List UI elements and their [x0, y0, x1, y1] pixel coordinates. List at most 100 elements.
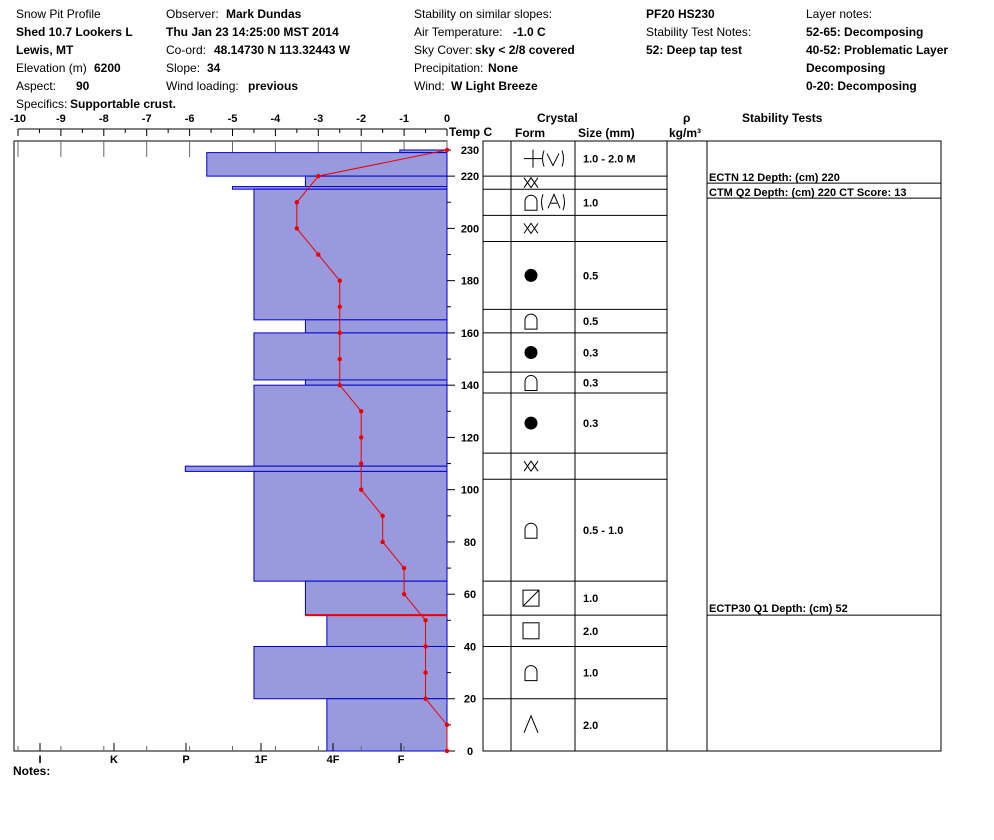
temperature-point [359, 487, 364, 492]
hardness-tick-label: F [398, 754, 405, 766]
temperature-point [337, 304, 342, 309]
height-tick-label: 200 [461, 223, 479, 235]
stability-test-1: ECTN 12 Depth: (cm) 220 [709, 172, 840, 184]
temp-tick-label: -4 [271, 113, 282, 125]
observer-value: Mark Dundas [226, 7, 302, 21]
temperature-point [337, 330, 342, 336]
hardness-layer [253, 188, 448, 321]
temp-tick-label: 0 [444, 113, 450, 125]
size-column-header: Size (mm) [578, 126, 635, 140]
hardness-tick-label: 4F [327, 754, 340, 766]
height-tick-label: 140 [461, 380, 479, 392]
hardness-layer [253, 645, 448, 700]
temperature-point [380, 539, 385, 545]
hardness-layer [326, 614, 448, 647]
specifics-label: Specifics: [16, 97, 68, 111]
rho-column-header: ρ [683, 111, 691, 125]
hardness-layer [304, 580, 448, 616]
sky-value: sky < 2/8 covered [475, 43, 575, 57]
precip-value: None [488, 61, 518, 75]
crystal-size: 0.3 [583, 418, 598, 430]
height-tick-label: 230 [461, 145, 479, 157]
location-name: Shed 10.7 Lookers L [16, 25, 133, 39]
temperature-point [444, 722, 450, 728]
crystal-size: 0.5 [583, 316, 598, 328]
wind-label: Wind: [414, 79, 445, 93]
temperature-point [401, 592, 407, 597]
faceted-crystals-icon [524, 375, 538, 392]
notes-label: Notes: [13, 764, 51, 778]
rounded-grains-icon [524, 416, 538, 430]
specifics-value: Supportable crust. [70, 97, 177, 111]
hardness-tick-label: K [110, 754, 118, 766]
temp-tick-label: -9 [56, 113, 66, 125]
temperature-point [316, 252, 321, 257]
temp-tick-label: -6 [185, 113, 195, 125]
density-unit-header: kg/m³ [669, 126, 702, 140]
crystal-size: 1.0 [583, 197, 598, 209]
temperature-point [380, 513, 385, 519]
faceted-crystals-icon [524, 194, 538, 211]
hardness-tick-label: I [38, 754, 41, 766]
height-tick-label: 180 [461, 276, 479, 288]
temperature-point [337, 382, 342, 388]
hardness-layer [206, 152, 448, 177]
temp-tick-label: -5 [228, 113, 238, 125]
temperature-profile-line [296, 149, 448, 751]
surface-hoar-icon [523, 176, 539, 189]
stability-note-1: 52: Deep tap test [646, 43, 743, 57]
temp-tick-label: -2 [356, 113, 366, 125]
temp-tick-label: -7 [142, 113, 152, 125]
precip-label: Precipitation: [414, 61, 484, 75]
crystal-size: 1.0 - 2.0 M [583, 154, 636, 166]
page-title: Snow Pit Profile [16, 7, 101, 21]
layer-note-4: 0-20: Decomposing [806, 79, 917, 93]
crystal-size: 2.0 [583, 626, 598, 638]
hardness-layer [326, 698, 448, 752]
sky-label: Sky Cover: [414, 43, 473, 57]
precipitation-particles-icon [524, 149, 542, 168]
wind-loading-value: previous [248, 79, 299, 93]
height-tick-label: 20 [464, 694, 476, 706]
rounding-faceted-icon-diagonal [522, 589, 540, 607]
height-tick-label: 40 [464, 641, 476, 653]
temperature-point [401, 565, 407, 571]
wind-value: W Light Breeze [451, 79, 538, 93]
stability-notes-label: Stability Test Notes: [646, 25, 752, 39]
hardness-tick-label: 1F [255, 754, 268, 766]
solid-faceted-icon [522, 622, 540, 640]
temperature-point [359, 435, 364, 440]
decomposing-fragments-icon [542, 150, 564, 167]
air-temp-value: -1.0 C [513, 25, 546, 39]
temperature-point [316, 173, 321, 179]
temperature-point [423, 644, 428, 649]
surface-hoar-icon [523, 460, 539, 473]
crystal-column-header: Crystal [537, 111, 578, 125]
temperature-point [423, 696, 428, 701]
crystal-size: 1.0 [583, 593, 598, 605]
depth-hoar-icon [523, 714, 539, 734]
height-tick-label: 0 [467, 746, 473, 758]
temperature-point [444, 748, 450, 754]
height-tick-label: 80 [464, 537, 476, 549]
temp-tick-label: -1 [399, 113, 409, 125]
slope-value: 34 [207, 61, 221, 75]
layer-note-1: 52-65: Decomposing [806, 25, 924, 39]
layer-note-3: Decomposing [806, 61, 886, 75]
rounding-faceted-icon [522, 589, 540, 607]
hardness-layer [253, 332, 448, 381]
temperature-point [444, 147, 450, 153]
stability-label: Stability on similar slopes: [414, 7, 553, 21]
temp-tick-label: -3 [313, 113, 323, 125]
stability-tests-header: Stability Tests [742, 111, 823, 125]
crystal-size: 0.5 - 1.0 [583, 525, 623, 537]
temp-tick-label: -8 [99, 113, 109, 125]
temperature-point [294, 200, 300, 205]
datetime-value: Thu Jan 23 14:25:00 MST 2014 [166, 25, 339, 39]
temperature-point [294, 226, 300, 231]
faceted-crystals-icon [524, 313, 538, 330]
crystal-size: 0.3 [583, 348, 598, 360]
height-tick-label: 60 [464, 589, 476, 601]
crystal-size: 1.0 [583, 668, 598, 680]
slope-label: Slope: [166, 61, 201, 75]
